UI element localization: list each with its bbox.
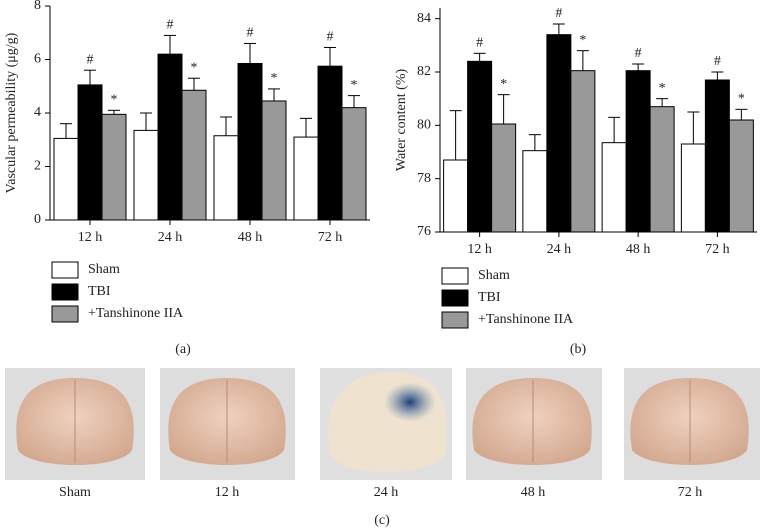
y-tick-label: 78 — [417, 171, 431, 186]
y-tick-label: 82 — [417, 64, 431, 79]
x-tick-label: 72 h — [318, 230, 343, 245]
bar — [181, 89, 207, 221]
legend-swatch — [51, 283, 79, 301]
bar — [341, 107, 367, 221]
bar — [491, 123, 517, 233]
y-axis-label: Vascular permeability (μg/g) — [4, 32, 19, 193]
dye — [384, 382, 436, 422]
bar — [680, 143, 706, 233]
bar — [522, 150, 548, 233]
y-tick-label: 2 — [34, 159, 41, 174]
bar — [157, 53, 183, 221]
bar — [53, 137, 79, 221]
bar — [728, 119, 754, 233]
bar — [570, 70, 596, 233]
bar — [317, 65, 343, 221]
bar — [293, 136, 319, 221]
significance-marker: # — [635, 46, 642, 61]
significance-marker: # — [476, 36, 483, 51]
bar — [261, 100, 287, 221]
y-tick-label: 76 — [417, 224, 431, 239]
bar — [237, 63, 263, 221]
legend-swatch — [441, 289, 469, 307]
photo-label: 24 h — [374, 485, 399, 500]
legend-label: Sham — [88, 262, 120, 277]
y-tick-label: 8 — [34, 0, 41, 13]
photo-label: 48 h — [521, 485, 546, 500]
significance-marker: * — [738, 92, 745, 107]
legend-label: TBI — [88, 284, 111, 299]
x-tick-label: 48 h — [626, 242, 651, 257]
photos — [5, 368, 760, 480]
y-tick-label: 84 — [417, 11, 431, 26]
significance-marker: * — [500, 77, 507, 92]
brain — [472, 378, 592, 465]
bar — [546, 34, 572, 233]
y-tick-label: 6 — [34, 52, 41, 67]
x-tick-label: 48 h — [238, 230, 263, 245]
significance-marker: * — [351, 78, 358, 93]
bar — [625, 70, 651, 233]
legend-swatch — [441, 267, 469, 285]
bar — [77, 84, 103, 221]
significance-marker: # — [87, 52, 94, 67]
significance-marker: # — [167, 18, 174, 33]
y-tick-label: 80 — [417, 118, 431, 133]
significance-marker: # — [555, 6, 562, 21]
significance-marker: # — [714, 54, 721, 69]
significance-marker: * — [111, 93, 118, 108]
y-tick-label: 4 — [34, 105, 41, 120]
bar — [601, 142, 627, 233]
panel-caption: (a) — [175, 342, 191, 357]
significance-marker: * — [659, 81, 666, 96]
significance-marker: # — [247, 26, 254, 41]
bar — [133, 129, 159, 221]
significance-marker: * — [271, 71, 278, 86]
significance-marker: * — [579, 33, 586, 48]
significance-marker: # — [327, 30, 334, 45]
legend-label: +Tanshinone IIA — [88, 306, 184, 321]
legend-label: Sham — [478, 268, 510, 283]
significance-marker: * — [191, 60, 198, 75]
photo-label: 12 h — [215, 485, 240, 500]
x-tick-label: 12 h — [467, 242, 492, 257]
bar — [649, 106, 675, 233]
legend-label: TBI — [478, 290, 501, 305]
bar — [213, 135, 239, 221]
x-tick-label: 24 h — [547, 242, 572, 257]
bar — [101, 113, 127, 221]
legend-swatch — [441, 311, 469, 329]
y-tick-label: 0 — [34, 212, 41, 227]
panel-caption: (c) — [374, 513, 390, 528]
x-tick-label: 72 h — [705, 242, 730, 257]
legend-swatch — [51, 261, 79, 279]
legend-swatch — [51, 305, 79, 323]
brain — [328, 372, 447, 473]
x-tick-label: 12 h — [78, 230, 103, 245]
y-axis-label: Water content (%) — [394, 69, 409, 172]
photo-label: 72 h — [678, 485, 703, 500]
bar — [704, 79, 730, 233]
legend-label: +Tanshinone IIA — [478, 312, 574, 327]
panel-caption: (b) — [570, 342, 587, 357]
x-tick-label: 24 h — [158, 230, 183, 245]
photo-label: Sham — [59, 485, 91, 500]
bar — [467, 60, 493, 233]
bar — [443, 159, 469, 233]
